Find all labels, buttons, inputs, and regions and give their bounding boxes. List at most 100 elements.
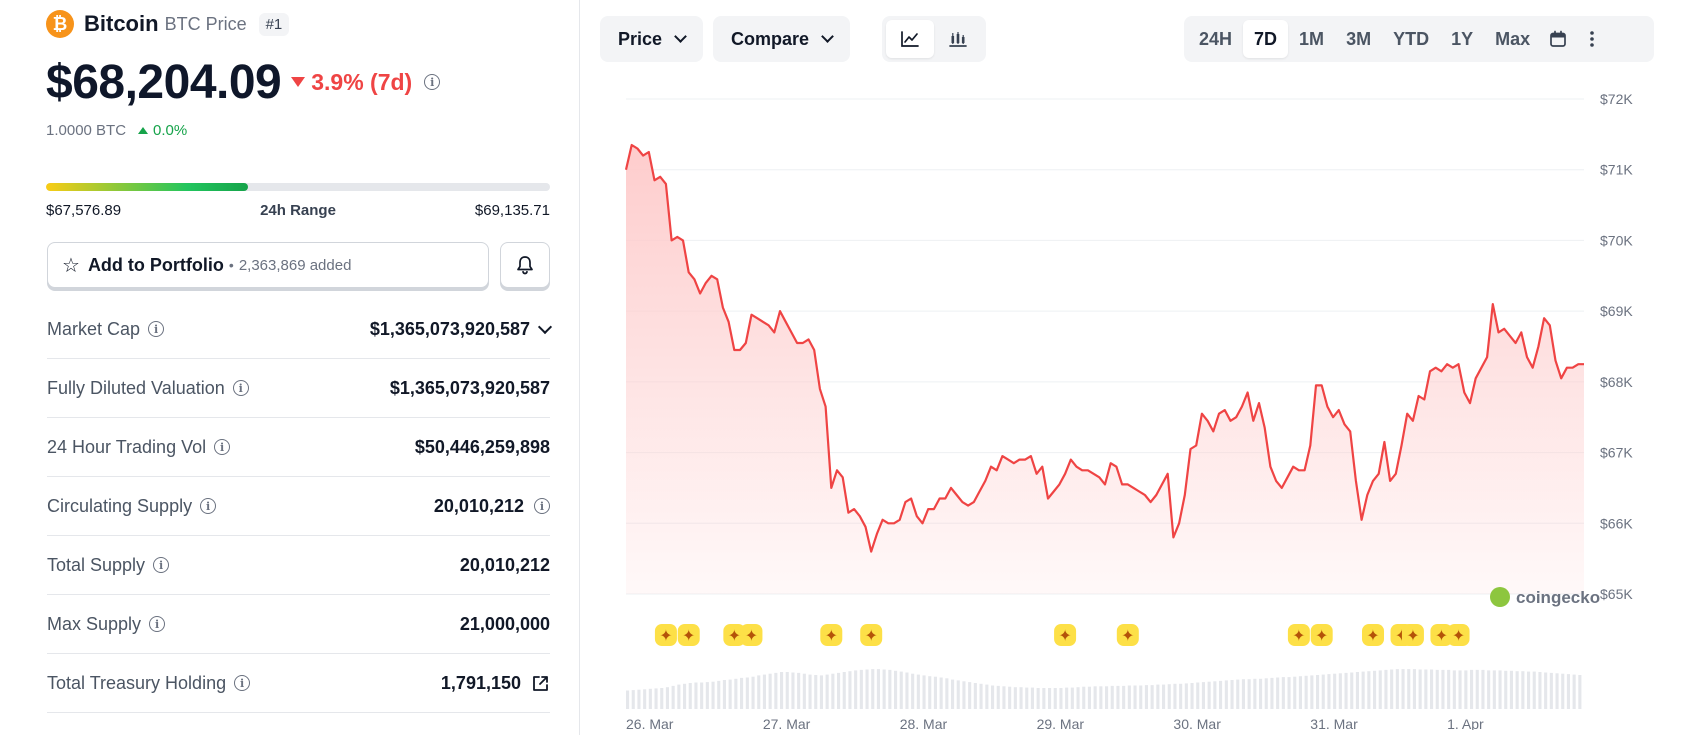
volume-bar [1452,670,1456,709]
line-chart-toggle[interactable] [886,20,934,58]
volume-bar [677,684,681,709]
info-icon[interactable]: i [234,675,251,691]
price-dropdown[interactable]: Price [600,16,704,62]
volume-bar [1418,669,1422,709]
info-icon[interactable]: i [534,498,550,514]
sparkle-icon: ✦ [825,628,838,645]
event-marker[interactable] [820,624,843,646]
range-tab-3m[interactable]: 3M [1346,28,1372,49]
volume-bar [1549,672,1553,709]
add-to-portfolio-label: Add to Portfolio [87,254,224,275]
add-to-portfolio-button[interactable]: ☆ Add to Portfolio • 2,363,869 added [47,242,489,288]
volume-bar [1430,669,1434,709]
volume-bar [688,683,692,709]
volume-bar [1509,670,1513,709]
event-marker[interactable] [1116,624,1139,646]
volume-bar [1384,669,1388,709]
info-icon[interactable]: i [214,439,231,455]
volume-bar [1367,671,1371,709]
chevron-down-icon [674,30,687,43]
candlestick-chart-toggle[interactable] [934,20,982,58]
volume-bar [1099,686,1103,709]
event-marker[interactable] [1054,624,1077,646]
24h-range-low: $67,576.89 [46,202,122,219]
info-icon[interactable]: i [153,557,170,573]
info-icon[interactable]: i [200,498,217,514]
event-marker[interactable] [1287,624,1310,646]
external-link-icon[interactable] [531,674,550,693]
volume-bar [660,688,664,709]
volume-bar [928,676,932,709]
volume-bar [1555,673,1559,709]
volume-bar [1401,669,1405,709]
coin-overview-panel: ₿ Bitcoin BTC Price #1 $68,204.09 3.9% (… [0,0,580,735]
volume-bar [791,672,795,709]
volume-bar [1532,671,1536,709]
range-tab-7d[interactable]: 7D [1243,20,1289,58]
sparkle-icon: ✦ [1292,628,1305,645]
stat-row: Fully Diluted Valuation i $1,365,073,920,5… [47,359,550,418]
volume-bar [797,672,801,709]
volume-bar [1059,688,1063,709]
event-marker[interactable] [1447,624,1470,646]
volume-bar [1230,680,1234,709]
price-alert-button[interactable] [500,242,550,288]
range-tab-ytd[interactable]: YTD [1393,28,1430,49]
event-marker[interactable] [860,624,883,646]
volume-bar [1293,676,1297,709]
range-tab-1y[interactable]: 1Y [1451,28,1474,49]
y-tick-label: $69K [1600,303,1633,319]
event-marker[interactable] [740,624,763,646]
volume-bar [1504,670,1508,709]
volume-bar [1156,684,1160,709]
event-marker[interactable] [1310,624,1333,646]
coingecko-logo-icon [1490,587,1510,607]
volume-bar [1179,683,1183,709]
price-chart[interactable]: $72K $71K $70K $69K $68K $67K $66K $65Kcoingeck… [600,80,1650,730]
event-marker[interactable] [1430,624,1453,646]
x-tick-label: 1. Apr [1447,716,1484,730]
coin-header: ₿ Bitcoin BTC Price #1 [46,10,290,38]
more-options-button[interactable] [1575,20,1609,58]
calendar-icon [1550,30,1566,47]
volume-bar [1498,670,1502,709]
volume-bar [1304,675,1308,709]
volume-bar [876,669,880,709]
volume-bar [1327,674,1331,709]
info-icon[interactable]: i [148,321,165,337]
volume-bar [768,673,772,709]
volume-bar [1070,687,1074,709]
range-tab-24h[interactable]: 24H [1199,28,1233,49]
event-marker[interactable] [1401,624,1424,646]
info-icon[interactable]: i [149,616,166,632]
chevron-down-icon[interactable] [537,319,553,334]
coin-symbol-label: BTC Price [164,13,247,34]
volume-bar [1333,673,1337,709]
portfolio-added-count: 2,363,869 added [238,256,352,274]
y-tick-label: $66K [1600,515,1633,531]
volume-bar [962,681,966,709]
calendar-button[interactable] [1541,20,1575,58]
triangle-down-icon [291,77,306,87]
volume-bar [1008,686,1012,709]
volume-bar [837,672,841,709]
volume-bar [762,674,766,709]
volume-bar [996,685,1000,709]
volume-bar [1019,687,1023,709]
event-marker[interactable] [723,624,746,646]
price-series-line[interactable] [624,143,1584,553]
stat-label: Total Supply i [47,555,170,576]
volume-bar [1013,687,1017,709]
info-icon[interactable]: i [232,380,249,396]
stat-value: 1,791,150 [441,673,550,694]
compare-dropdown[interactable]: Compare [713,16,851,62]
price-info-icon[interactable]: i [424,74,441,90]
volume-bar [979,683,983,709]
sparkle-icon: ✦ [1366,628,1379,645]
range-tab-1m[interactable]: 1M [1299,28,1325,49]
event-marker[interactable] [677,624,700,646]
volume-bar [671,685,675,709]
event-marker[interactable] [654,624,677,646]
event-marker[interactable] [1362,624,1385,646]
range-tab-max[interactable]: Max [1495,28,1531,49]
